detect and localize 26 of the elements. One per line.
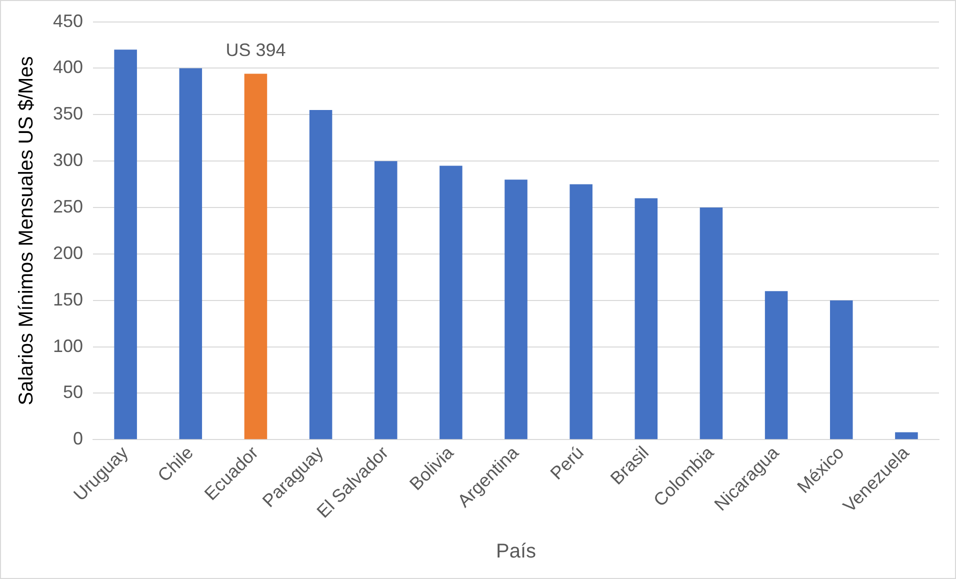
y-tick-label: 150: [52, 289, 84, 310]
bar: [764, 291, 788, 440]
bar: [179, 68, 202, 440]
bar: [830, 300, 853, 440]
bar: [504, 180, 528, 440]
bar: [570, 184, 592, 440]
y-tick-label: 50: [63, 382, 84, 402]
y-tick-label: 450: [52, 10, 84, 31]
y-tick-label: 200: [52, 242, 84, 263]
bar: [114, 50, 137, 440]
y-tick-label: 250: [52, 196, 84, 216]
bar: [244, 74, 268, 440]
y-tick-label: 350: [52, 104, 84, 124]
bar: [374, 161, 398, 440]
y-axis-title: Salarios Mínimos Mensuales US $/Mes: [16, 56, 38, 406]
bar: [440, 166, 462, 440]
y-tick-label: 400: [52, 57, 84, 78]
bar: [895, 432, 918, 440]
y-tick-label: 300: [52, 150, 84, 170]
x-axis-title: País: [496, 540, 536, 563]
y-tick-label: 100: [52, 336, 84, 356]
annotation: US 394: [226, 40, 286, 60]
bar: [700, 208, 723, 440]
y-tick-label: 0: [73, 428, 84, 449]
bar: [309, 110, 332, 440]
bar: [634, 198, 658, 440]
